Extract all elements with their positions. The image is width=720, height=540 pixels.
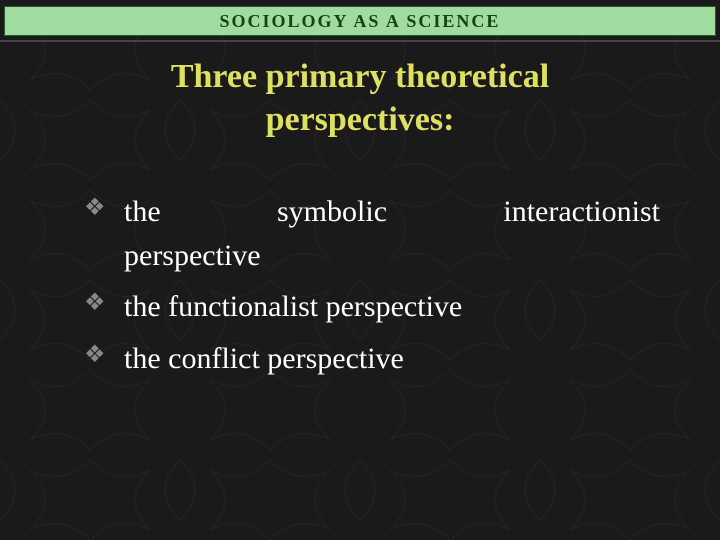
list-item-text: the functionalist perspective bbox=[124, 290, 462, 323]
header-rule bbox=[0, 40, 720, 42]
list-item: ❖ the conflict perspective bbox=[80, 337, 660, 381]
title-line-1: Three primary theoretical bbox=[171, 58, 549, 95]
list-item: ❖ the functionalist perspective bbox=[80, 285, 660, 329]
slide: SOCIOLOGY AS A SCIENCE Three primary the… bbox=[0, 0, 720, 540]
list-item-text-line1: the symbolic interactionist bbox=[124, 190, 660, 234]
slide-body: ❖ the symbolic interactionist perspectiv… bbox=[80, 190, 660, 388]
list-item-text-line2: perspective bbox=[124, 239, 261, 272]
diamond-bullet-icon: ❖ bbox=[84, 291, 106, 315]
diamond-bullet-icon: ❖ bbox=[84, 196, 106, 220]
list-item: ❖ the symbolic interactionist perspectiv… bbox=[80, 190, 660, 277]
header-band: SOCIOLOGY AS A SCIENCE bbox=[4, 6, 716, 36]
header-text: SOCIOLOGY AS A SCIENCE bbox=[220, 11, 501, 31]
slide-title: Three primary theoretical perspectives: bbox=[60, 56, 660, 141]
diamond-bullet-icon: ❖ bbox=[84, 343, 106, 367]
title-line-2: perspectives: bbox=[266, 101, 455, 138]
list-item-text: the conflict perspective bbox=[124, 342, 404, 375]
